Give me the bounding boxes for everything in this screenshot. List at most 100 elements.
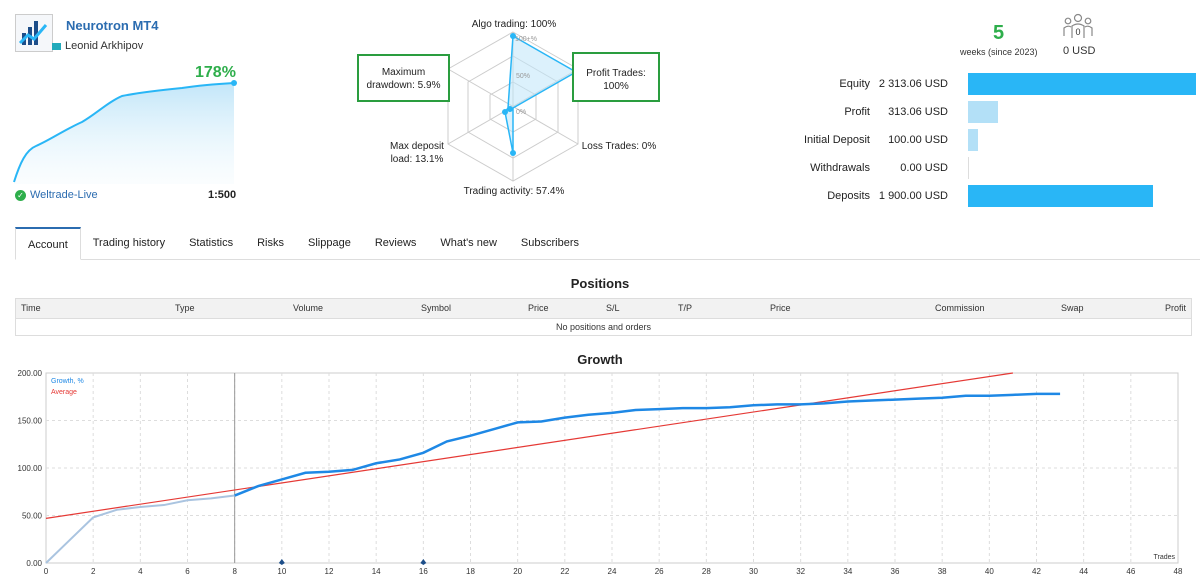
x-tick-label: 2 bbox=[91, 567, 96, 576]
tab-whats-new[interactable]: What's new bbox=[440, 237, 497, 249]
growth-title: Growth bbox=[577, 352, 623, 367]
x-tick-label: 22 bbox=[560, 567, 569, 576]
y-tick-label: 100.00 bbox=[18, 464, 43, 473]
x-tick-label: 28 bbox=[702, 567, 711, 576]
tab-subscribers[interactable]: Subscribers bbox=[520, 237, 579, 249]
broker[interactable]: ✓ Weltrade-Live bbox=[15, 189, 98, 201]
signal-name[interactable]: Neurotron MT4 bbox=[66, 18, 159, 33]
author-name[interactable]: Leonid Arkhipov bbox=[65, 40, 144, 52]
subscribers-icon: 0 bbox=[1063, 13, 1093, 38]
tab-reviews[interactable]: Reviews bbox=[374, 237, 417, 249]
x-tick-label: 46 bbox=[1126, 567, 1135, 576]
stat-bar-profit bbox=[968, 101, 998, 123]
x-tick-label: 44 bbox=[1079, 567, 1088, 576]
col-symbol[interactable]: Symbol bbox=[421, 303, 452, 313]
stat-value-deposits: 1 900.00 USD bbox=[878, 190, 948, 202]
stat-label-initial-deposit: Initial Deposit bbox=[803, 134, 870, 146]
radar-label-profit-trades: Profit Trades: 100% bbox=[572, 52, 660, 102]
growth-percent: 178% bbox=[195, 64, 236, 81]
stat-label-deposits: Deposits bbox=[827, 190, 870, 202]
tab-slippage[interactable]: Slippage bbox=[308, 237, 351, 249]
x-tick-label: 16 bbox=[419, 567, 428, 576]
stats-panel: Equity 2 313.06 USD Profit 313.06 USD In… bbox=[770, 73, 1200, 213]
y-tick-label: 0.00 bbox=[26, 559, 42, 568]
stat-value-profit: 313.06 USD bbox=[888, 106, 948, 118]
col-profit[interactable]: Profit bbox=[1165, 303, 1187, 313]
legend-average: Average bbox=[51, 389, 77, 396]
leverage: 1:500 bbox=[208, 189, 237, 201]
x-tick-label: 32 bbox=[796, 567, 805, 576]
tab-trading-history[interactable]: Trading history bbox=[92, 237, 166, 249]
broker-name[interactable]: Weltrade-Live bbox=[30, 189, 98, 201]
col-tp[interactable]: T/P bbox=[678, 303, 693, 313]
sparkline-end-point bbox=[231, 80, 237, 86]
x-tick-label: 36 bbox=[891, 567, 900, 576]
stat-bar-initial-deposit bbox=[968, 129, 978, 151]
col-type[interactable]: Type bbox=[175, 303, 195, 313]
col-price[interactable]: Price bbox=[528, 303, 549, 313]
tab-bar: Account Trading history Statistics Risks… bbox=[15, 227, 1200, 260]
col-time[interactable]: Time bbox=[21, 303, 41, 313]
chart-logo-icon bbox=[16, 15, 52, 51]
signal-avatar[interactable] bbox=[15, 14, 53, 52]
radar-label-max-drawdown: Maximum drawdown: 5.9% bbox=[357, 54, 450, 102]
stat-value-withdrawals: 0.00 USD bbox=[900, 162, 948, 174]
growth-line bbox=[234, 392, 1061, 497]
stat-label-profit: Profit bbox=[844, 106, 870, 118]
verified-check-icon: ✓ bbox=[15, 189, 26, 201]
stat-bar-withdrawals bbox=[968, 157, 969, 179]
growth-sparkline bbox=[13, 80, 237, 184]
radar-scale-50: 50% bbox=[516, 73, 530, 80]
x-tick-label: 14 bbox=[372, 567, 381, 576]
radar-chart: 100+% 50% 0% bbox=[447, 31, 579, 182]
x-tick-label: 8 bbox=[232, 567, 237, 576]
trade-marker bbox=[278, 559, 285, 565]
positions-table: Time Type Volume Symbol Price S/L T/P Pr… bbox=[15, 298, 1192, 336]
author[interactable]: Leonid Arkhipov bbox=[52, 40, 143, 52]
growth-line-early bbox=[45, 494, 235, 564]
subscribers-count: 0 bbox=[1075, 27, 1080, 37]
x-tick-label: 10 bbox=[277, 567, 286, 576]
x-tick-label: 40 bbox=[985, 567, 994, 576]
radar-scale-0: 0% bbox=[516, 109, 526, 116]
stat-value-equity: 2 313.06 USD bbox=[878, 78, 948, 90]
legend-growth: Growth, % bbox=[51, 378, 84, 385]
y-tick-label: 50.00 bbox=[22, 512, 43, 521]
x-axis-label: Trades bbox=[1153, 554, 1175, 561]
x-tick-label: 12 bbox=[325, 567, 334, 576]
positions-title: Positions bbox=[570, 276, 630, 291]
col-volume[interactable]: Volume bbox=[293, 303, 324, 313]
radar-label-trading-activity: Trading activity: 57.4% bbox=[463, 186, 565, 197]
tab-risks[interactable]: Risks bbox=[257, 237, 284, 249]
col-close-price[interactable]: Price bbox=[770, 303, 791, 313]
x-tick-label: 48 bbox=[1174, 567, 1183, 576]
col-sl[interactable]: S/L bbox=[606, 303, 620, 313]
growth-chart: 0 2 4 6 8 10 12 14 16 18 20 22 24 26 28 30 32 34 36 38 40 42 4… bbox=[18, 369, 1183, 576]
weeks-label: weeks (since 2023) bbox=[960, 47, 1038, 57]
x-tick-label: 34 bbox=[843, 567, 852, 576]
col-commission[interactable]: Commission bbox=[935, 303, 985, 313]
radar-label-max-deposit-load: Max deposit load: 13.1% bbox=[390, 141, 444, 165]
stat-value-initial-deposit: 100.00 USD bbox=[888, 134, 948, 146]
stat-bar-deposits bbox=[968, 185, 1153, 207]
x-tick-label: 42 bbox=[1032, 567, 1041, 576]
y-tick-label: 150.00 bbox=[18, 417, 43, 426]
radar-label-loss-trades: Loss Trades: 0% bbox=[581, 141, 657, 152]
x-tick-label: 6 bbox=[185, 567, 190, 576]
x-tick-label: 0 bbox=[44, 567, 49, 576]
x-tick-label: 24 bbox=[608, 567, 617, 576]
trade-marker bbox=[420, 559, 427, 565]
col-swap[interactable]: Swap bbox=[1061, 303, 1084, 313]
x-tick-label: 26 bbox=[655, 567, 664, 576]
tab-statistics[interactable]: Statistics bbox=[189, 237, 234, 249]
subscribers-usd: 0 USD bbox=[1063, 45, 1096, 57]
radar-label-algo-trading: Algo trading: 100% bbox=[471, 19, 557, 30]
x-tick-label: 18 bbox=[466, 567, 475, 576]
x-tick-label: 30 bbox=[749, 567, 758, 576]
tab-account[interactable]: Account bbox=[15, 227, 81, 260]
positions-header-row: Time Type Volume Symbol Price S/L T/P Pr… bbox=[16, 299, 1191, 318]
positions-empty-message: No positions and orders bbox=[16, 318, 1191, 335]
flag-icon bbox=[52, 42, 61, 50]
stat-bar-equity bbox=[968, 73, 1196, 95]
y-tick-label: 200.00 bbox=[18, 369, 43, 378]
